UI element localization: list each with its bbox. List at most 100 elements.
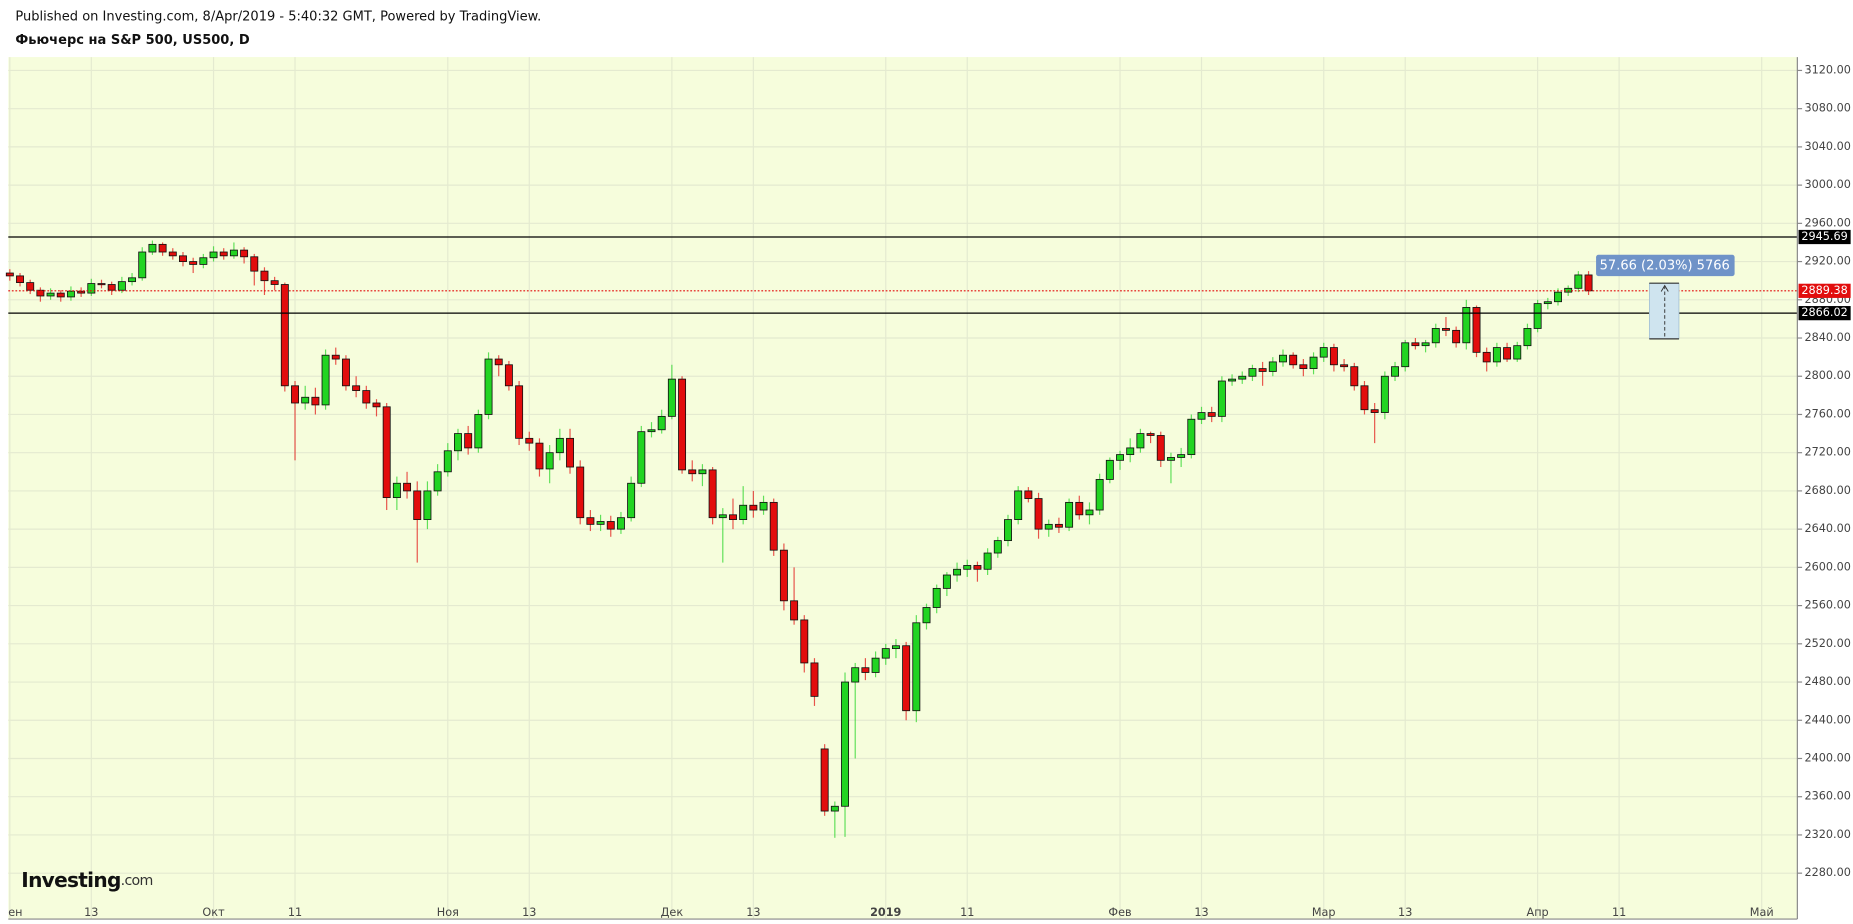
x-tick-label: Окт xyxy=(202,906,225,919)
candles xyxy=(5,240,1593,838)
candle-body xyxy=(260,270,269,282)
candle-body xyxy=(1482,351,1491,363)
candle-body xyxy=(1554,291,1562,303)
candle-body xyxy=(1431,328,1440,344)
y-tick-label: 2480.00 xyxy=(1804,675,1850,688)
y-tick-label: 2960.00 xyxy=(1804,216,1850,229)
candle-body xyxy=(678,378,687,471)
candle-body xyxy=(16,275,24,284)
candle-body xyxy=(1004,519,1012,542)
candle-body xyxy=(158,243,167,253)
candle-body xyxy=(983,552,992,570)
candle-body xyxy=(77,290,86,294)
candle-body xyxy=(1543,301,1552,305)
candle-body xyxy=(1513,345,1522,360)
y-tick-label: 3040.00 xyxy=(1804,140,1850,153)
candle-body xyxy=(1095,479,1104,511)
candle-body xyxy=(341,358,350,387)
y-tick-label: 3080.00 xyxy=(1804,102,1850,115)
candle-body xyxy=(729,514,737,520)
candle-body xyxy=(779,549,788,602)
candle-body xyxy=(1279,354,1287,363)
candle-body xyxy=(494,358,503,366)
x-tick-label: Май xyxy=(1750,906,1774,919)
candle-body xyxy=(168,251,177,257)
candle-body xyxy=(484,358,493,415)
candle-body xyxy=(820,748,829,812)
x-tick-label: Фев xyxy=(1108,906,1131,919)
candle-body xyxy=(1533,303,1542,329)
candle-body xyxy=(250,256,259,272)
candle-body xyxy=(1319,347,1328,358)
candle-body xyxy=(1248,368,1257,377)
candle-body xyxy=(403,482,412,492)
candle-body xyxy=(199,257,208,265)
candle-body xyxy=(698,469,707,475)
candle-body xyxy=(270,280,279,285)
candle-body xyxy=(433,471,442,492)
measure-label: 57.66 (2.03%) 5766 xyxy=(1600,259,1730,274)
x-tick-label: Дек xyxy=(661,906,684,919)
plot-area xyxy=(8,57,1798,920)
measure-arrowhead xyxy=(1660,284,1669,292)
candle-body xyxy=(362,390,371,404)
candle-body xyxy=(26,282,35,291)
candle-body xyxy=(1411,342,1420,347)
candle-body xyxy=(280,284,289,387)
candle-body xyxy=(576,466,585,519)
candle-body xyxy=(1360,385,1369,411)
candle-body xyxy=(932,587,941,608)
candle-body xyxy=(1238,375,1247,380)
candle-body xyxy=(688,469,697,475)
candle-body xyxy=(1156,435,1165,461)
candle-body xyxy=(1085,509,1094,516)
y-tick-label: 2320.00 xyxy=(1804,828,1850,841)
candle-body xyxy=(87,283,96,294)
candle-body xyxy=(382,406,391,499)
candle-body xyxy=(718,514,727,519)
candle-body xyxy=(36,289,45,297)
candle-body xyxy=(830,805,839,812)
candle-body xyxy=(942,574,951,589)
candle-body xyxy=(708,469,717,519)
candle-body xyxy=(454,433,462,452)
candle-body xyxy=(56,292,65,298)
candle-body xyxy=(922,607,931,624)
candle-body xyxy=(209,251,218,259)
candle-body xyxy=(586,517,595,525)
candle-body xyxy=(1187,418,1196,456)
y-tick-label: 2840.00 xyxy=(1804,331,1850,344)
candle-body xyxy=(1472,307,1481,353)
candle-body xyxy=(464,433,473,449)
y-tick-label: 2920.00 xyxy=(1804,255,1850,268)
candle-body xyxy=(128,277,137,283)
x-tick-label: 11 xyxy=(1612,906,1626,919)
y-tick-label: 2280.00 xyxy=(1804,866,1850,879)
candle-body xyxy=(1116,454,1124,461)
candle-body xyxy=(1492,347,1501,363)
candle-body xyxy=(566,437,574,468)
symbol-title: Фьючерс на S&P 500, US500, D xyxy=(15,33,249,48)
candle-body xyxy=(321,354,330,406)
candle-body xyxy=(1289,354,1298,366)
x-tick-label: 11 xyxy=(288,906,302,919)
candle-body xyxy=(912,622,921,712)
candle-body xyxy=(504,364,513,387)
measure-box xyxy=(1648,282,1680,340)
candle-body xyxy=(637,431,646,484)
y-tick-label: 2800.00 xyxy=(1804,369,1850,382)
candle-body xyxy=(647,429,656,433)
y-tick-label: 2720.00 xyxy=(1804,446,1850,459)
candle-body xyxy=(790,600,799,621)
x-tick-label: 13 xyxy=(746,906,760,919)
candle-body xyxy=(1207,412,1216,417)
candle-body xyxy=(800,619,809,664)
candle-body xyxy=(1197,412,1206,420)
x-tick-label: 13 xyxy=(1398,906,1412,919)
candle-body xyxy=(973,565,982,570)
candle-body xyxy=(851,667,860,683)
candle-body xyxy=(606,521,615,530)
x-tick-label: ен xyxy=(8,906,22,919)
